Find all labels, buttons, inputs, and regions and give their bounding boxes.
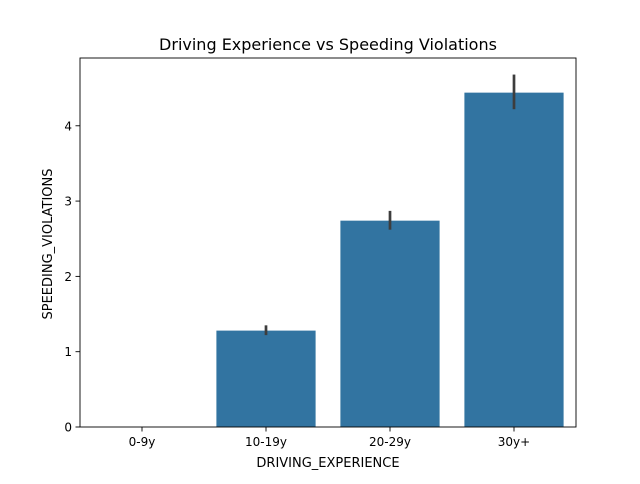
x-tick-label: 10-19y — [245, 435, 287, 449]
chart-title: Driving Experience vs Speeding Violation… — [159, 35, 497, 54]
x-axis-label: DRIVING_EXPERIENCE — [256, 456, 399, 471]
bars-group — [216, 92, 564, 428]
x-ticks-group: 0-9y 10-19y 20-29y 30y+ — [129, 427, 530, 449]
y-tick-label: 3 — [64, 195, 72, 209]
axes-group — [79, 57, 577, 428]
axes-frame — [79, 57, 577, 428]
bar-10-19y — [216, 330, 316, 427]
x-tick-label: 0-9y — [129, 435, 156, 449]
y-ticks-group: 0 1 2 3 4 — [64, 119, 80, 435]
y-axis-label: SPEEDING_VIOLATIONS — [41, 168, 56, 319]
bar-20-29y — [340, 220, 440, 427]
x-tick-label: 30y+ — [498, 435, 530, 449]
y-tick-label: 4 — [64, 119, 72, 133]
error-bars-group — [264, 74, 516, 336]
y-tick-label: 0 — [64, 421, 72, 435]
bar-30y+ — [464, 92, 564, 428]
y-tick-label: 1 — [64, 345, 72, 359]
x-tick-label: 20-29y — [369, 435, 411, 449]
y-tick-label: 2 — [64, 270, 72, 284]
